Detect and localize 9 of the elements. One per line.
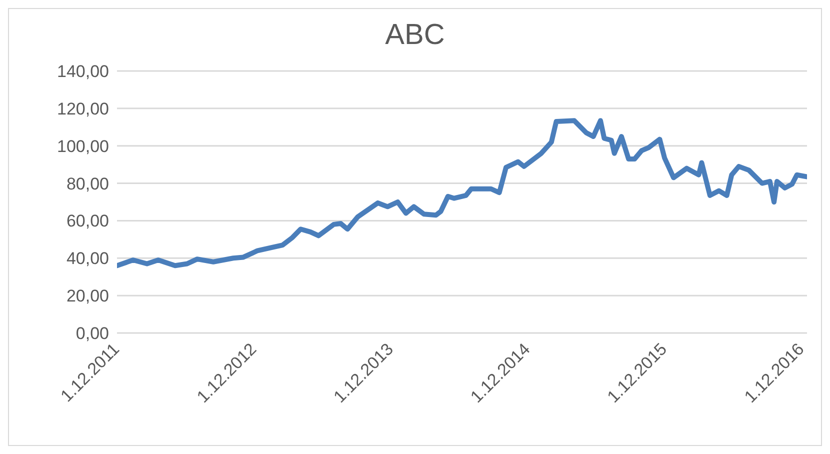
y-tick-label: 100,00 xyxy=(57,136,109,156)
y-tick-label: 140,00 xyxy=(57,62,109,82)
y-tick-label: 0,00 xyxy=(76,324,109,344)
chart-title: ABC xyxy=(384,18,446,53)
y-tick-label: 80,00 xyxy=(66,174,109,194)
y-tick-label: 40,00 xyxy=(66,249,109,268)
y-tick-label: 20,00 xyxy=(66,286,109,306)
y-tick-label: 120,00 xyxy=(57,99,109,118)
y-tick-label: 60,00 xyxy=(66,212,109,231)
